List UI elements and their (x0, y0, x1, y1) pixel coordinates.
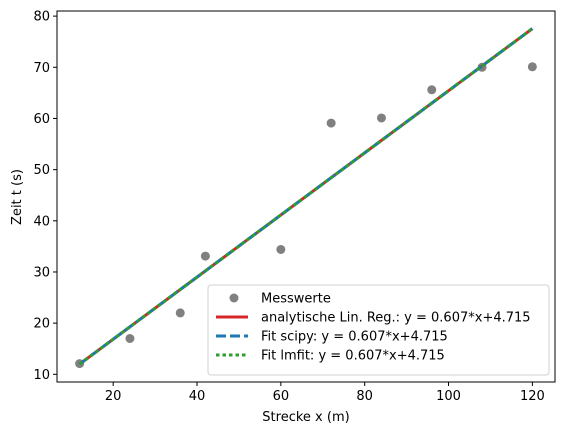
legend-entry: Fit scipy: y = 0.607*x+4.715 (261, 330, 448, 345)
legend-entry: Messwerte (261, 292, 331, 307)
x-tick-label: 80 (356, 389, 373, 404)
x-tick-label: 20 (105, 389, 122, 404)
y-axis: 10 20 30 40 50 60 70 80 (33, 10, 57, 383)
x-tick-label: 60 (273, 389, 290, 404)
x-axis-label: Strecke x (m) (262, 410, 349, 425)
x-tick-label: 120 (520, 389, 545, 404)
legend: Messwerte analytische Lin. Reg.: y = 0.60… (207, 284, 550, 376)
data-point (527, 62, 537, 72)
y-tick-label: 60 (33, 112, 50, 127)
x-tick-label: 100 (436, 389, 461, 404)
legend-box (207, 284, 550, 376)
y-tick-label: 40 (33, 214, 50, 229)
data-point (276, 244, 286, 254)
x-axis: 20 40 60 80 100 120 (105, 382, 545, 404)
legend-entry: analytische Lin. Reg.: y = 0.607*x+4.715 (261, 311, 531, 326)
data-point (175, 308, 185, 318)
legend-entry: Fit lmfit: y = 0.607*x+4.715 (261, 349, 445, 364)
data-point (427, 85, 437, 95)
y-tick-label: 70 (33, 61, 50, 76)
data-point (200, 251, 210, 261)
y-tick-label: 20 (33, 317, 50, 332)
data-point (376, 113, 386, 123)
data-point (326, 118, 336, 128)
data-point (125, 334, 135, 344)
y-axis-label: Zeit t (s) (10, 169, 25, 225)
legend-marker (229, 293, 239, 303)
plot-area (75, 27, 537, 369)
y-tick-label: 30 (33, 265, 50, 280)
fit-line-dotted (78, 27, 534, 366)
y-tick-label: 50 (33, 163, 50, 178)
x-tick-label: 40 (189, 389, 206, 404)
axes-frame (56, 10, 556, 383)
y-tick-label: 80 (33, 10, 50, 25)
y-tick-label: 10 (33, 368, 50, 383)
